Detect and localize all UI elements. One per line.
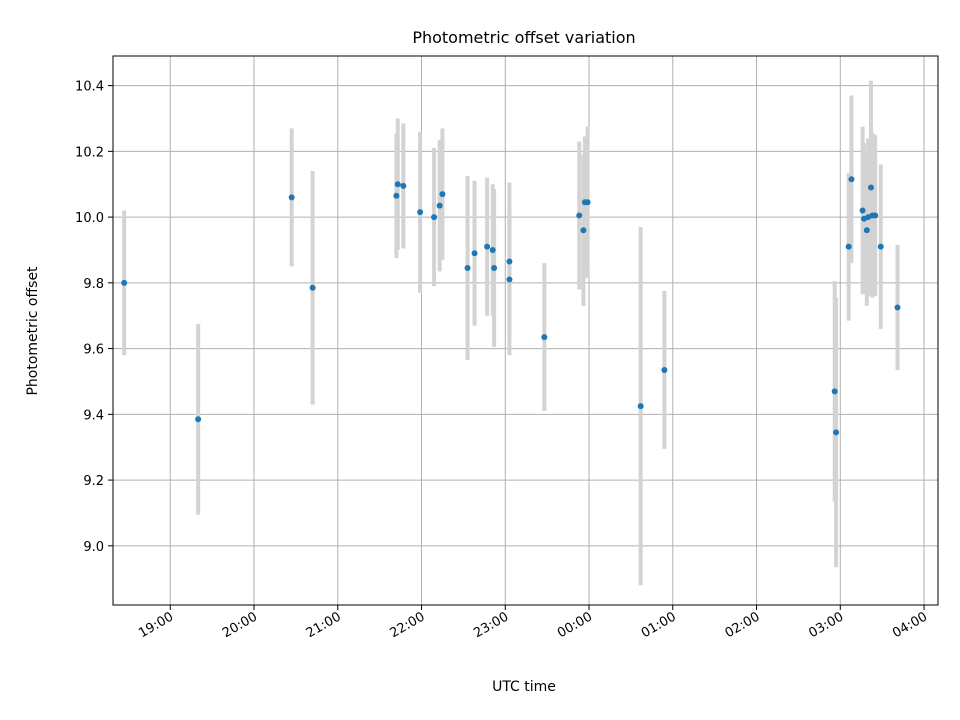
data-point <box>580 227 587 234</box>
x-tick-label: 03:00 <box>806 609 846 641</box>
grid-lines <box>113 56 938 605</box>
data-point <box>831 388 838 395</box>
data-point <box>863 227 870 234</box>
y-tick-label: 10.4 <box>75 80 104 95</box>
data-point <box>431 214 438 221</box>
data-point <box>394 181 401 188</box>
y-axis-ticks: 9.0 9.2 9.4 9.6 9.8 10.0 10.2 10.4 <box>75 80 113 555</box>
data-point <box>661 366 668 373</box>
x-tick-label: 20:00 <box>220 609 260 641</box>
data-point <box>288 194 295 201</box>
data-point <box>195 416 202 423</box>
chart-title: Photometric offset variation <box>412 28 635 47</box>
data-point <box>400 182 407 189</box>
data-point <box>859 207 866 214</box>
data-markers <box>121 176 901 436</box>
x-tick-label: 19:00 <box>136 609 176 641</box>
data-point <box>309 284 316 291</box>
y-tick-label: 9.6 <box>83 343 104 358</box>
data-point <box>576 212 583 219</box>
x-tick-label: 02:00 <box>723 609 763 641</box>
y-tick-label: 9.4 <box>83 408 104 423</box>
data-point <box>506 276 513 283</box>
x-tick-label: 23:00 <box>471 609 511 641</box>
data-point <box>584 199 591 206</box>
data-point <box>506 258 513 265</box>
y-tick-label: 9.8 <box>83 277 104 292</box>
y-axis-label: Photometric offset <box>25 266 41 396</box>
x-tick-label: 04:00 <box>890 609 930 641</box>
data-point <box>848 176 855 183</box>
data-point <box>489 246 496 253</box>
plot-frame <box>112 55 939 606</box>
data-point <box>637 403 644 410</box>
x-axis-ticks: 19:00 20:00 21:00 22:00 23:00 00:00 01:00 02:00… <box>136 605 930 641</box>
data-point <box>417 209 424 216</box>
data-point <box>439 191 446 198</box>
data-point <box>867 184 874 191</box>
data-point <box>541 334 548 341</box>
y-tick-label: 9.0 <box>83 540 104 555</box>
x-tick-label: 21:00 <box>304 609 344 641</box>
x-tick-label: 00:00 <box>555 609 595 641</box>
x-tick-label: 01:00 <box>639 609 679 641</box>
data-point <box>393 192 400 199</box>
data-point <box>833 429 840 436</box>
data-point <box>436 202 443 209</box>
data-point <box>877 243 884 250</box>
data-point <box>471 250 478 257</box>
data-point <box>491 265 498 272</box>
x-tick-label: 22:00 <box>388 609 428 641</box>
data-point <box>464 265 471 272</box>
data-point <box>872 212 879 219</box>
error-bars <box>122 80 900 586</box>
y-tick-label: 10.0 <box>75 211 104 226</box>
data-point <box>484 243 491 250</box>
y-tick-label: 10.2 <box>75 145 104 160</box>
y-tick-label: 9.2 <box>83 474 104 489</box>
data-point <box>845 243 852 250</box>
data-point <box>894 304 901 311</box>
x-axis-label: UTC time <box>492 679 556 695</box>
data-point <box>121 279 128 286</box>
